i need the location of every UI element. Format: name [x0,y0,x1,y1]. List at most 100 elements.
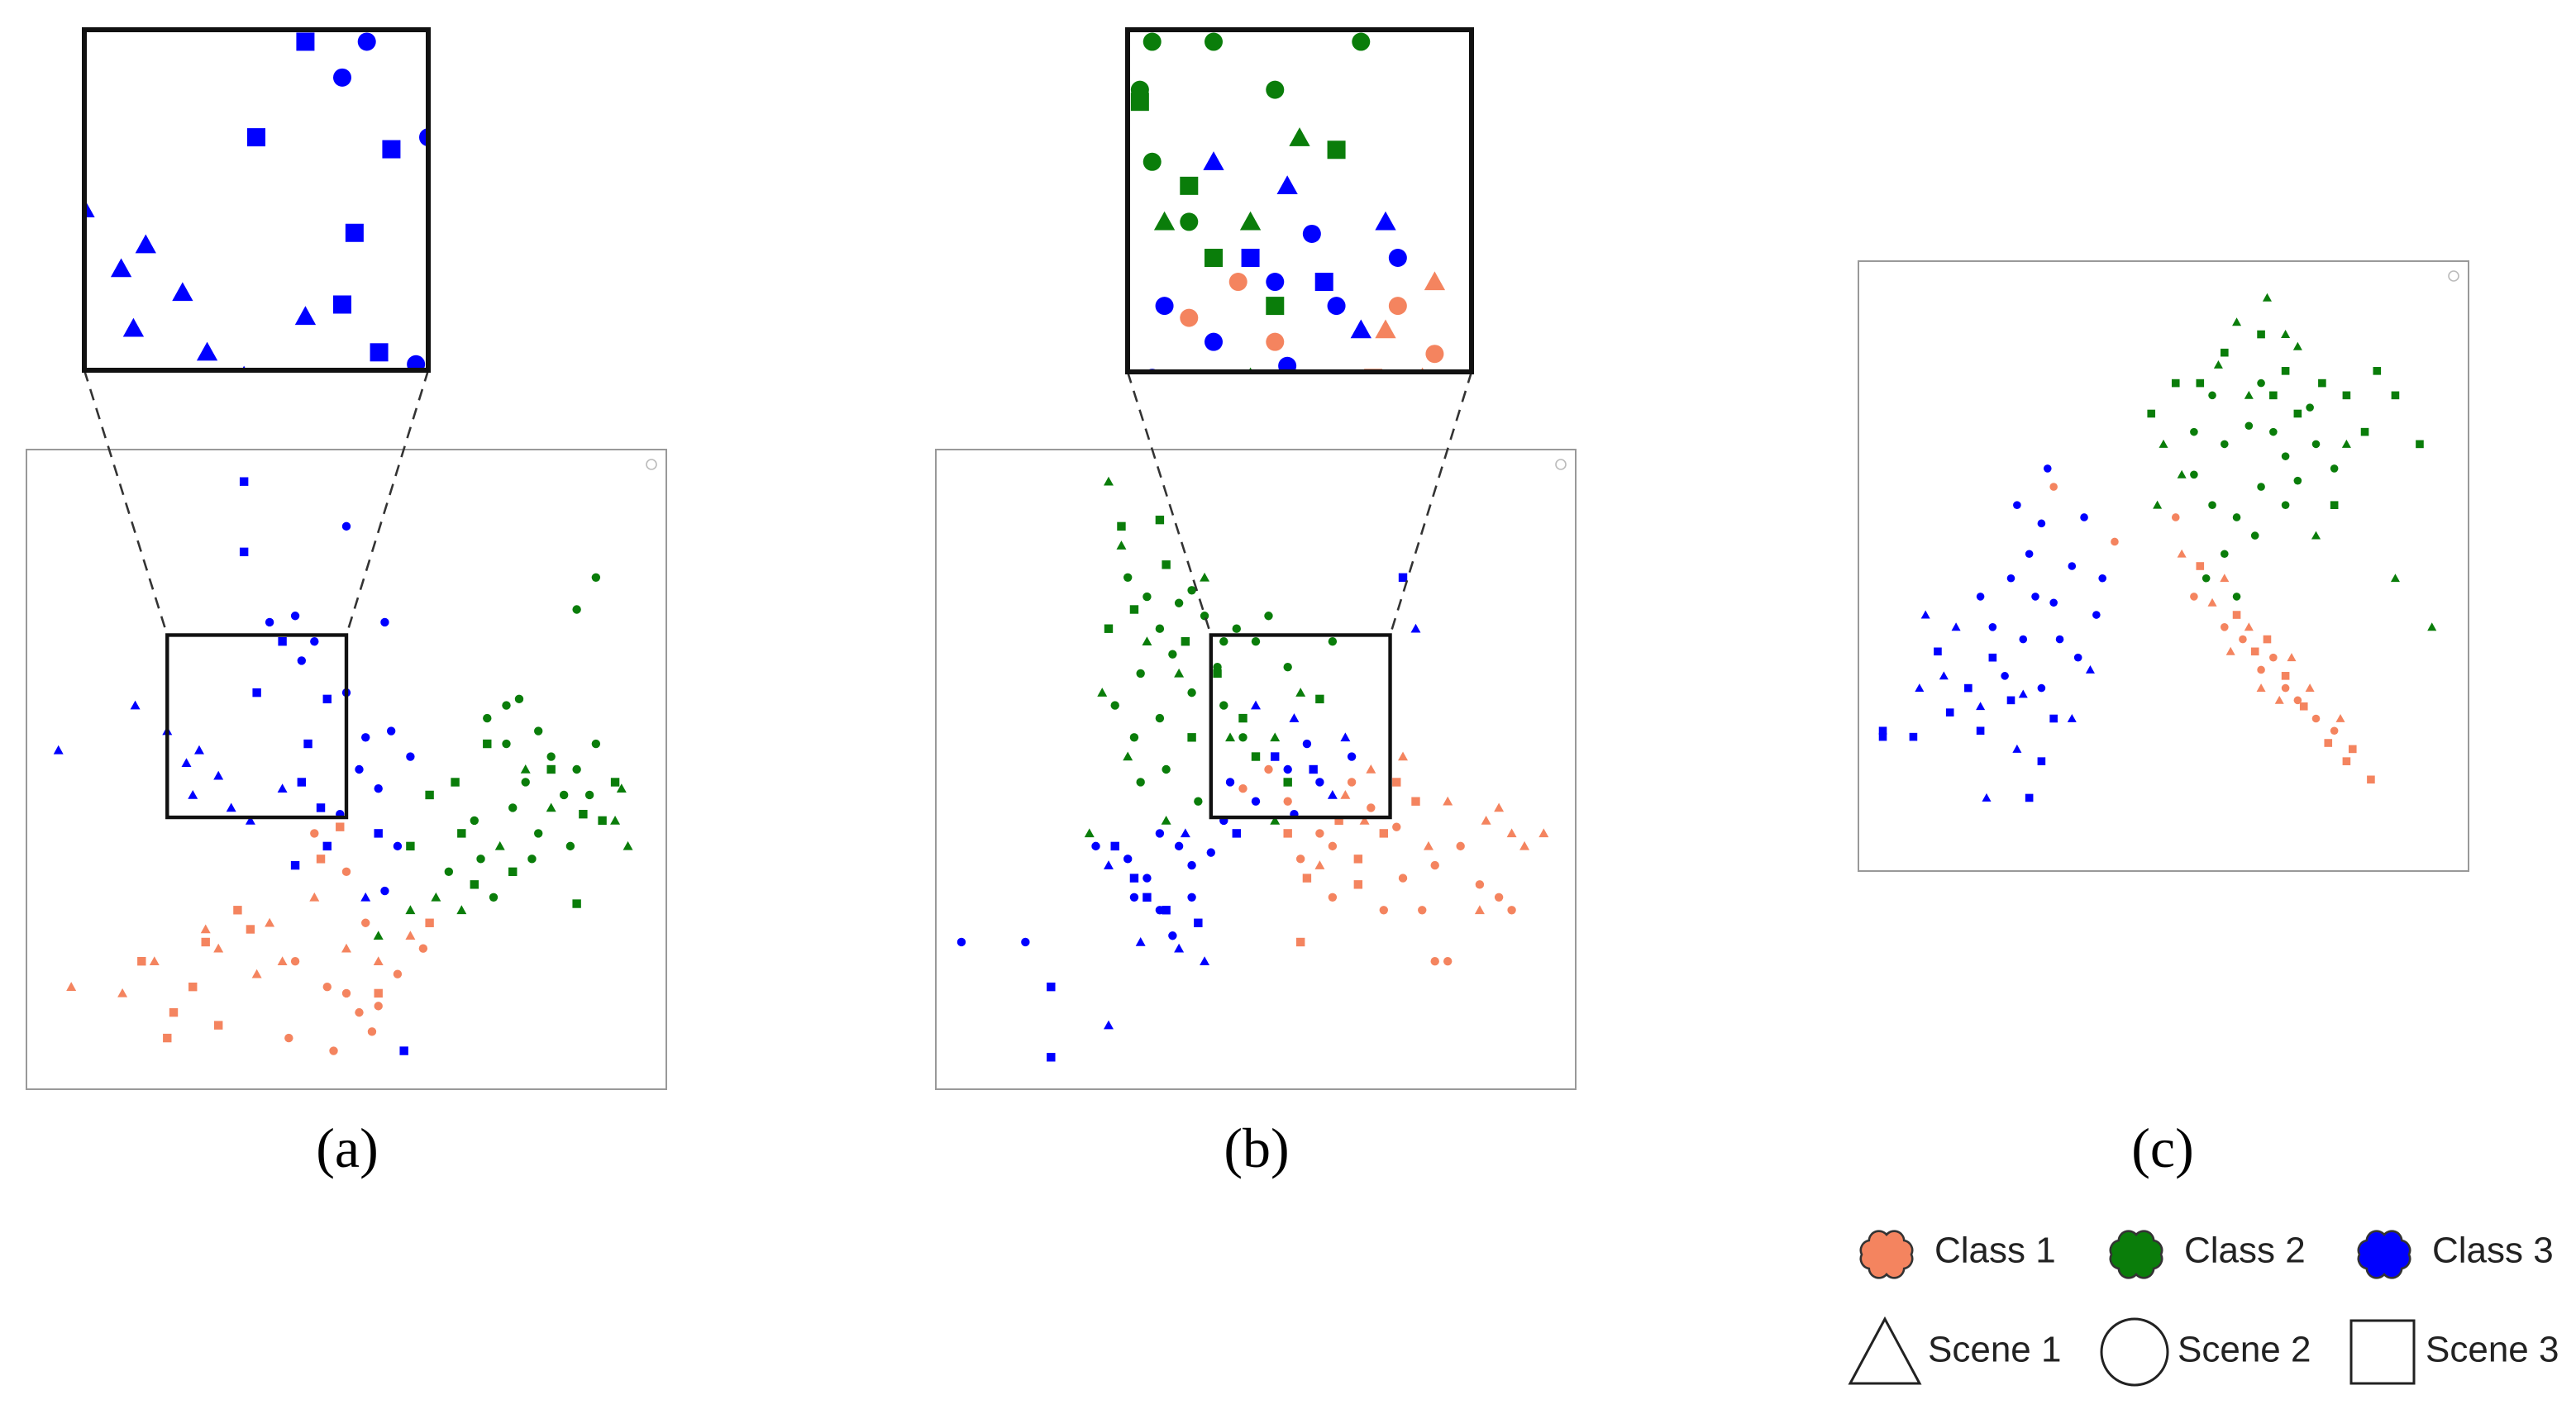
point [1951,622,1961,631]
point [444,867,454,877]
point [374,1002,383,1011]
point [2067,713,2077,722]
point [135,234,156,254]
point [1878,726,1887,736]
point [2257,378,2265,388]
point [1205,32,1223,51]
point [2207,597,2217,607]
point [476,855,485,864]
point [382,140,401,159]
plot-frame [935,449,1577,1090]
point [2171,513,2180,521]
point [1116,540,1127,550]
point [2341,439,2351,448]
point [297,656,307,665]
point [374,988,383,998]
point [1328,893,1338,902]
point [1340,789,1351,799]
point [345,223,364,242]
point [1162,560,1171,569]
point [380,886,389,896]
point [1264,764,1273,774]
point [425,918,434,927]
point [169,1007,179,1017]
point [117,988,128,997]
point [1266,80,1285,99]
point [130,700,141,710]
point [1213,669,1222,678]
point [1047,982,1056,992]
point [502,739,511,749]
point [418,944,428,953]
point [393,969,403,978]
point [2037,683,2046,693]
panel-caption: (a) [316,1116,378,1179]
point [290,957,300,966]
point [1474,905,1485,915]
point [1411,797,1420,806]
point [1155,713,1165,723]
point [294,306,317,326]
point [399,1046,408,1055]
point [451,778,460,787]
inset-bg [1128,30,1472,372]
point [1194,797,1203,806]
point [2221,348,2229,357]
point [309,892,320,902]
point [355,1007,364,1017]
point [2012,744,2022,753]
point [1276,175,1298,194]
point [239,547,249,557]
legend-class-swatch [1859,1230,1914,1279]
panel-caption: (b) [1224,1116,1289,1179]
point [1340,732,1351,742]
point [1238,733,1247,742]
point [1238,713,1247,723]
point [1161,815,1171,825]
point [297,778,307,787]
point [1410,623,1421,633]
point [2232,317,2242,326]
point [2281,501,2290,509]
point [2221,623,2229,631]
point [1334,816,1343,826]
point [2202,574,2211,583]
point [1155,297,1174,316]
point [1353,880,1363,889]
point [1187,860,1196,870]
point [572,899,581,908]
point [2281,367,2290,375]
point [1359,815,1370,825]
point [2244,622,2254,631]
point [1424,271,1446,291]
point [1203,151,1224,170]
point [1494,893,1504,902]
point [2006,696,2015,705]
point [1327,789,1338,799]
point [456,905,467,915]
point [380,617,389,627]
point [1187,586,1196,595]
point [1251,637,1261,646]
point [2006,574,2015,583]
point [1162,906,1171,915]
point [1187,688,1196,697]
inset-frame [1125,27,1474,374]
point [1976,593,1985,601]
point [1206,848,1216,857]
point [1314,860,1325,869]
point [1295,688,1306,697]
point [336,822,345,831]
point [610,815,621,825]
point [1143,152,1162,171]
point [2221,550,2229,559]
point [1283,797,1292,806]
point [2025,550,2034,559]
point [2037,757,2046,765]
point [407,355,426,370]
point [284,1033,293,1043]
point [1200,612,1209,621]
point [1475,880,1485,889]
point [196,341,218,361]
